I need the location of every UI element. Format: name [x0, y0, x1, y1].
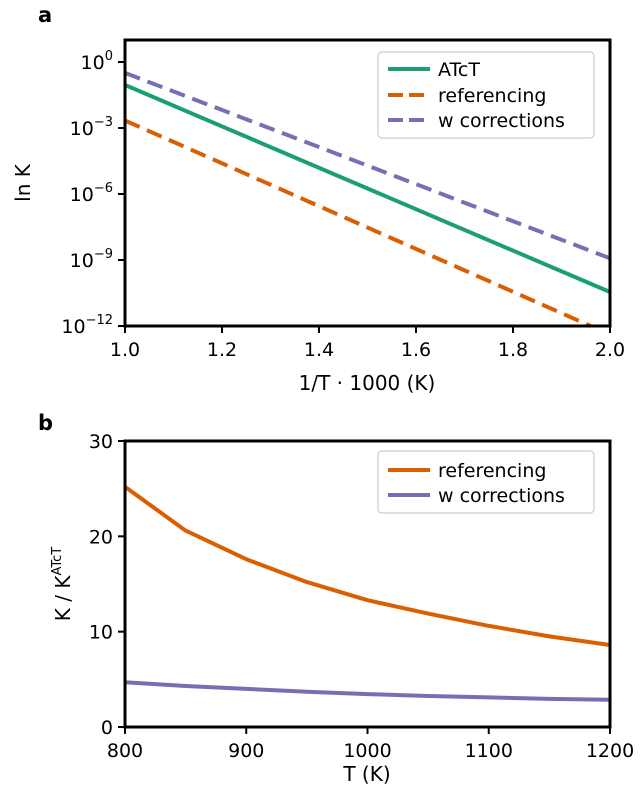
panel-b-series-group	[123, 485, 611, 702]
panel-a-x-axis-title: 1/T · 1000 (K)	[299, 371, 436, 395]
panel-b-legend-box	[377, 450, 595, 514]
panel-a-y-tick-label: 10−6	[70, 181, 113, 206]
panel-a-legend-box	[377, 51, 595, 139]
panel-a-frame	[123, 38, 612, 328]
panel-a-x-tick-label: 1.0	[110, 339, 140, 361]
panel-a-y-axis-title: ln K	[11, 163, 35, 202]
panel-a-series-referencing	[124, 118, 592, 328]
panel-a-label: a	[38, 3, 52, 27]
panel-b-x-ticks: 800 900 1000 1100 1200	[107, 727, 634, 762]
panel-a-legend-label-atct: ATcT	[438, 59, 480, 81]
panel-a-x-ticks: 1.0 1.2 1.4 1.6 1.8 2.0	[110, 326, 625, 361]
panel-b-series-referencing	[123, 485, 611, 647]
panel-a-x-tick-label: 1.8	[498, 339, 528, 361]
panel-a-y-tick-label: 10−3	[70, 115, 113, 140]
panel-b-x-tick-label: 1200	[586, 740, 634, 762]
panel-b-y-axis-title: K / KATcT	[50, 547, 75, 621]
panel-b-y-tick-label: 20	[89, 526, 113, 548]
panel-b-x-tick-label: 1000	[343, 740, 391, 762]
panel-b-y-ticks: 0 10 20 30	[89, 431, 125, 739]
panel-b: b 800 900 1000 1100 1200 0 10 20 30 T (K) K / K…	[38, 411, 634, 786]
panel-b-x-tick-label: 900	[228, 740, 264, 762]
panel-b-legend-label-referencing: referencing	[438, 460, 546, 482]
panel-b-y-tick-label: 30	[89, 431, 113, 453]
panel-a: a 1.0 1.2 1.4 1.6 1.8 2.0 100 10−3 10−6 10−9 10−1…	[11, 3, 625, 395]
panel-b-y-axis-title-main: K / K	[51, 575, 75, 622]
panel-a-x-tick-label: 1.6	[401, 339, 431, 361]
panel-a-x-tick-label: 1.4	[304, 339, 334, 361]
panel-b-series-w-corrections	[124, 680, 611, 702]
panel-b-legend-label-w-corrections: w corrections	[438, 485, 565, 507]
panel-a-y-ticks: 100 10−3 10−6 10−9 10−12	[61, 49, 125, 338]
panel-a-y-tick-label: 10−12	[61, 313, 113, 338]
panel-b-x-tick-label: 1100	[465, 740, 513, 762]
panel-a-legend-label-referencing: referencing	[438, 85, 546, 107]
panel-b-x-axis-title: T (K)	[342, 762, 390, 786]
panel-a-legend: ATcT referencing w corrections	[377, 51, 595, 139]
panel-a-x-tick-label: 2.0	[595, 339, 625, 361]
panel-b-y-tick-label: 0	[101, 717, 113, 739]
panel-b-y-tick-label: 10	[89, 622, 113, 644]
panel-b-y-axis-title-sup: ATcT	[50, 547, 65, 576]
panel-a-y-tick-label: 100	[81, 49, 113, 74]
panel-b-x-tick-label: 800	[107, 740, 143, 762]
panel-a-series-group	[124, 71, 611, 328]
panel-a-legend-label-w-corrections: w corrections	[438, 110, 565, 132]
panel-b-label: b	[38, 411, 53, 435]
panel-a-x-tick-label: 1.2	[207, 339, 237, 361]
panel-a-series-w-corrections	[124, 71, 611, 261]
panel-b-legend: referencing w corrections	[377, 450, 595, 514]
panel-a-series-atct	[124, 83, 611, 294]
panel-a-y-tick-label: 10−9	[70, 247, 113, 272]
